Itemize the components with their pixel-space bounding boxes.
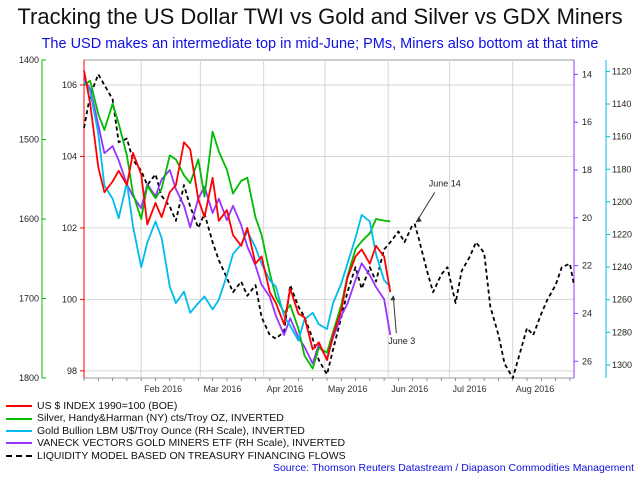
legend-label-silver: Silver, Handy&Harman (NY) cts/Troy OZ, I… bbox=[37, 412, 284, 425]
silver-axis-tick-label: 1800 bbox=[19, 373, 39, 383]
silver-axis-tick-label: 1500 bbox=[19, 135, 39, 145]
legend-item-gdx: VANECK VECTORS GOLD MINERS ETF (RH Scale… bbox=[6, 437, 346, 449]
x-tick-label: Jul 2016 bbox=[452, 384, 486, 394]
legend-label-gdx: VANECK VECTORS GOLD MINERS ETF (RH Scale… bbox=[37, 437, 346, 450]
legend-item-liquidity-model: LIQUIDITY MODEL BASED ON TREASURY FINANC… bbox=[6, 450, 346, 462]
gdx-axis-tick-label: 24 bbox=[582, 308, 592, 318]
gdx-axis-tick-label: 18 bbox=[582, 165, 592, 175]
series-line-silver bbox=[83, 79, 391, 370]
usd-axis-tick-label: 98 bbox=[67, 366, 77, 376]
gdx-axis-tick-label: 20 bbox=[582, 213, 592, 223]
usd-axis-tick-label: 100 bbox=[62, 294, 77, 304]
legend-label-usd-index: US $ INDEX 1990=100 (BOE) bbox=[37, 400, 178, 412]
legend-swatch-gold bbox=[6, 429, 32, 432]
legend-swatch-silver bbox=[6, 417, 32, 420]
silver-axis-tick-label: 1600 bbox=[19, 214, 39, 224]
gdx-axis-tick-label: 14 bbox=[582, 69, 592, 79]
annotation-arrow-june-3 bbox=[392, 296, 397, 334]
x-tick-label: May 2016 bbox=[328, 384, 368, 394]
x-tick-label: Aug 2016 bbox=[516, 384, 555, 394]
x-tick-label: Jun 2016 bbox=[391, 384, 428, 394]
series-line-usd-index bbox=[83, 70, 392, 361]
gdx-axis-tick-label: 26 bbox=[582, 356, 592, 366]
usd-axis-tick-label: 104 bbox=[62, 151, 77, 161]
legend-swatch-usd-index bbox=[6, 405, 32, 408]
legend-swatch-liquidity-model bbox=[6, 454, 32, 457]
source-note: Source: Thomson Reuters Datastream / Dia… bbox=[272, 462, 634, 474]
annotation-label-june-14: June 14 bbox=[429, 178, 461, 188]
annotation-label-june-3: June 3 bbox=[388, 336, 415, 346]
legend-label-gold: Gold Bullion LBM U$/Troy Ounce (RH Scale… bbox=[37, 424, 305, 437]
gold-axis-tick-label: 1140 bbox=[612, 99, 631, 109]
chart-subtitle: The USD makes an intermediate top in mid… bbox=[41, 36, 599, 52]
gdx-axis-tick-label: 16 bbox=[582, 117, 592, 127]
annotation-arrowhead-june-3 bbox=[390, 295, 396, 301]
plot-frame bbox=[83, 59, 575, 379]
series-line-gold bbox=[83, 80, 391, 342]
x-tick-label: Apr 2016 bbox=[267, 384, 304, 394]
legend-item-silver: Silver, Handy&Harman (NY) cts/Troy OZ, I… bbox=[6, 412, 346, 424]
gold-axis-tick-label: 1240 bbox=[612, 262, 632, 272]
legend-item-usd-index: US $ INDEX 1990=100 (BOE) bbox=[6, 400, 346, 412]
x-tick-label: Feb 2016 bbox=[144, 384, 182, 394]
chart-title: Tracking the US Dollar TWI vs Gold and S… bbox=[17, 4, 623, 29]
gold-axis-tick-label: 1280 bbox=[612, 327, 632, 337]
annotation-arrowhead-june-14 bbox=[415, 216, 422, 223]
legend-item-gold: Gold Bullion LBM U$/Troy Ounce (RH Scale… bbox=[6, 425, 346, 437]
usd-axis-tick-label: 102 bbox=[62, 223, 77, 233]
legend-swatch-gdx bbox=[6, 442, 32, 445]
gold-axis-tick-label: 1120 bbox=[612, 66, 631, 76]
usd-axis-tick-label: 106 bbox=[62, 80, 77, 90]
gdx-axis-tick-label: 22 bbox=[582, 261, 592, 271]
gold-axis-tick-label: 1160 bbox=[612, 132, 631, 142]
legend-label-liquidity-model: LIQUIDITY MODEL BASED ON TREASURY FINANC… bbox=[37, 449, 346, 462]
gold-axis-tick-label: 1180 bbox=[612, 164, 631, 174]
silver-axis-tick-label: 1400 bbox=[19, 55, 39, 65]
gold-axis-tick-label: 1260 bbox=[612, 295, 632, 305]
silver-axis-tick-label: 1700 bbox=[19, 294, 39, 304]
legend: US $ INDEX 1990=100 (BOE) Silver, Handy&… bbox=[6, 400, 346, 462]
gold-axis-tick-label: 1220 bbox=[612, 229, 632, 239]
gold-axis-tick-label: 1200 bbox=[612, 197, 632, 207]
gold-axis-tick-label: 1300 bbox=[612, 360, 632, 370]
annotation-arrow-june-14 bbox=[416, 192, 436, 222]
x-tick-label: Mar 2016 bbox=[203, 384, 241, 394]
